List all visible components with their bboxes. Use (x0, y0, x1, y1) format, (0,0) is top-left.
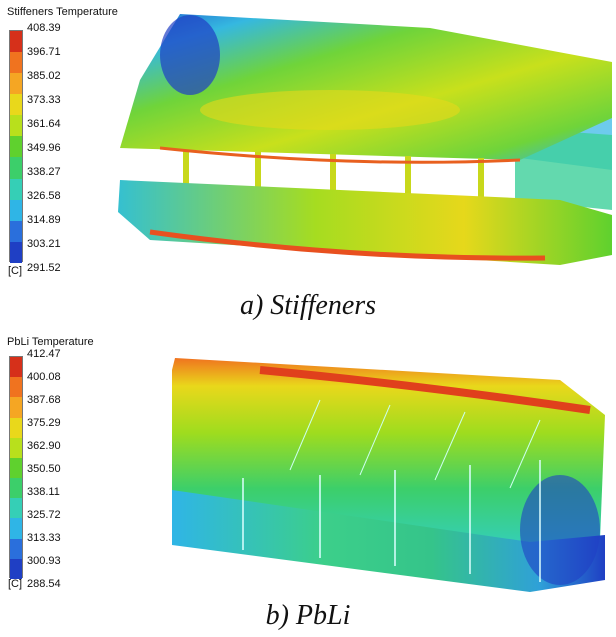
legend-color-step (10, 538, 22, 559)
diagonal-1 (289, 399, 321, 471)
pbli-top-face (172, 358, 605, 545)
legend-value: 362.90 (27, 440, 61, 452)
legend-title: PbLi Temperature (7, 336, 94, 348)
legend-color-step (10, 457, 22, 479)
legend-value: 288.54 (27, 578, 61, 590)
legend-color-step (10, 73, 22, 95)
legend-value: 300.93 (27, 555, 61, 567)
legend-value: 326.58 (27, 190, 61, 202)
legend-color-step (10, 199, 22, 221)
legend-color-step (10, 377, 22, 398)
legend-colorbar (9, 30, 23, 263)
stiffener-3 (330, 154, 336, 200)
panel-stiffeners: Stiffeners Temperature 408.39 396.71 385.0… (7, 6, 612, 321)
legend-value: 396.71 (27, 46, 61, 58)
legend-value: 313.33 (27, 532, 61, 544)
stiffener-4 (405, 156, 411, 204)
legend-color-step (10, 498, 22, 519)
legend-color-step (10, 397, 22, 418)
stiffener-1 (183, 150, 189, 190)
legend-value: 350.50 (27, 463, 61, 475)
legend-value: 325.72 (27, 509, 61, 521)
legend-title: Stiffeners Temperature (7, 6, 118, 18)
diagonal-4 (509, 419, 541, 489)
legend-value: 338.27 (27, 166, 61, 178)
legend-value: 408.39 (27, 22, 61, 34)
legend-value: 387.68 (27, 394, 61, 406)
legend-value: 373.33 (27, 94, 61, 106)
legend-value: 361.64 (27, 118, 61, 130)
legend-value: 338.11 (27, 486, 60, 498)
legend-value: 412.47 (27, 348, 61, 360)
legend-color-step (10, 94, 22, 116)
panel-pbli: PbLi Temperature 412.47 400.08 387.68 375.2… (0, 330, 616, 637)
legend-color-step (10, 558, 22, 579)
pbli-hot-ridge (259, 366, 591, 414)
pbli-cold-region (520, 475, 600, 585)
stiffeners-temperature-render (118, 14, 612, 265)
legend-color-step (10, 241, 22, 263)
legend-value: 314.89 (27, 214, 61, 226)
legend-unit: [C] (8, 578, 23, 590)
legend-color-step (10, 357, 22, 378)
diagonal-2 (359, 404, 391, 476)
legend-value: 400.08 (27, 371, 61, 383)
legend-color-step (10, 31, 22, 53)
legend-color-step (10, 178, 22, 200)
pbli-front-face (172, 490, 605, 592)
legend-color-step (10, 115, 22, 137)
legend-value: 303.21 (27, 238, 61, 250)
stiffener-2 (255, 152, 261, 196)
diagonal-3 (434, 411, 466, 481)
legend-color-step (10, 518, 22, 539)
legend-color-step (10, 478, 22, 499)
top-plate-hot-edge (159, 146, 521, 164)
legend-value: 385.02 (27, 70, 61, 82)
pbli-temperature-render (172, 358, 605, 592)
legend-value: 375.29 (27, 417, 61, 429)
bottom-plate-hot-edge (149, 229, 546, 261)
legend-color-step (10, 437, 22, 458)
legend-value: 291.52 (27, 262, 61, 274)
stiffener-5 (478, 158, 484, 204)
legend-color-step (10, 157, 22, 179)
top-plate-cold-spot (160, 15, 220, 95)
legend-color-step (10, 52, 22, 74)
caption-stiffeners: a) Stiffeners (239, 290, 377, 321)
legend-colorbar (9, 356, 23, 579)
legend-color-step (10, 417, 22, 438)
caption-pbli: b) PbLi (265, 600, 351, 631)
legend-color-step (10, 136, 22, 158)
legend-value: 349.96 (27, 142, 61, 154)
legend-unit: [C] (8, 265, 23, 277)
top-plate-hot-spot (200, 90, 460, 130)
legend-color-step (10, 220, 22, 242)
